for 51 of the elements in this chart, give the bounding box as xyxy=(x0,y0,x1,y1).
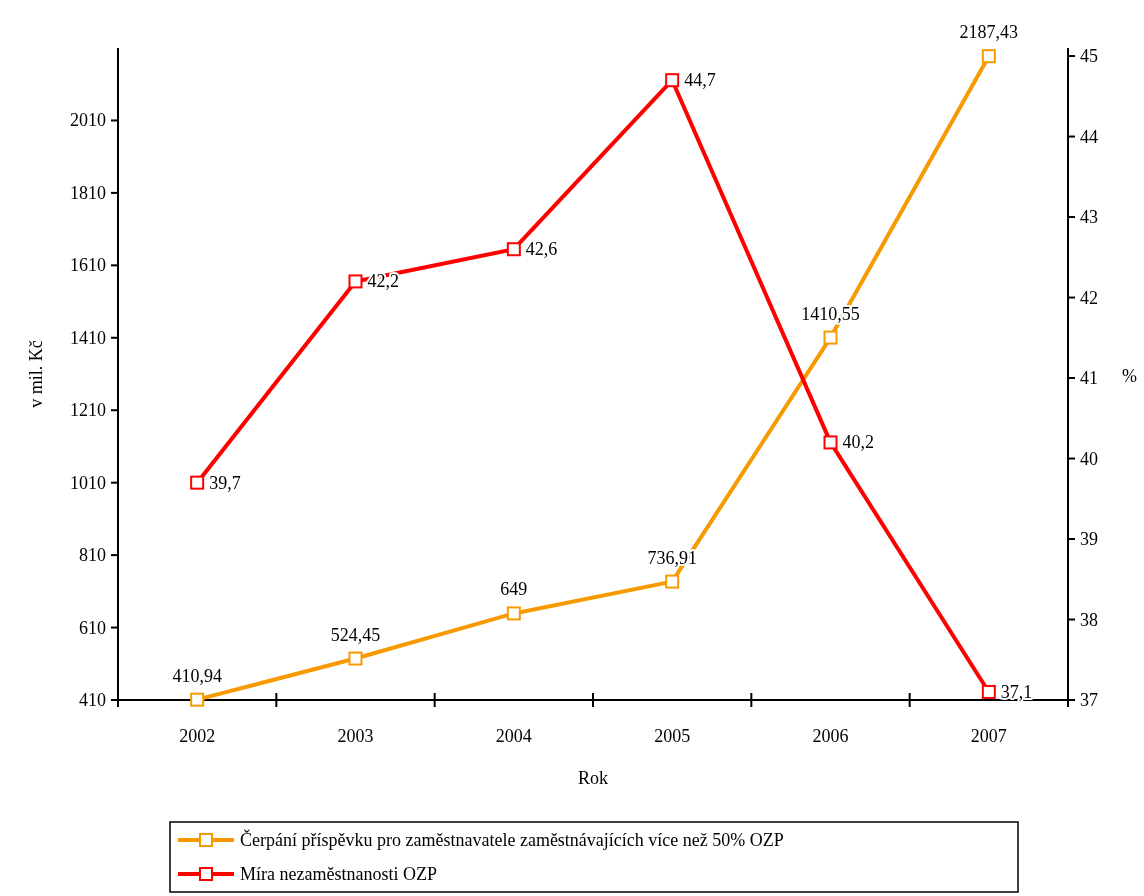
y-tick-label: 610 xyxy=(79,617,106,638)
y-tick-label: 1610 xyxy=(70,255,106,276)
x-tick-label: 2002 xyxy=(179,726,216,746)
y-axis-title: v mil. Kč xyxy=(26,340,46,408)
data-label: 524,45 xyxy=(330,624,381,645)
x-axis-title: Rok xyxy=(577,768,609,788)
y2-tick-label: 39 xyxy=(1080,529,1098,550)
x-tick-label: 2005 xyxy=(654,726,691,746)
y2-tick-label: 38 xyxy=(1080,609,1098,630)
y2-tick-label: 43 xyxy=(1080,207,1098,228)
y2-tick-label: 45 xyxy=(1080,46,1098,67)
y-tick-label: 410 xyxy=(79,690,106,710)
point xyxy=(823,330,838,345)
point xyxy=(506,242,521,257)
y-tick-label: 1010 xyxy=(70,472,106,493)
y2-tick-label: 41 xyxy=(1080,368,1098,389)
point xyxy=(506,606,521,621)
x-tick-label: 2006 xyxy=(812,726,849,746)
data-label: 649 xyxy=(500,579,528,600)
x-tick-label: 2007 xyxy=(970,726,1007,746)
legend-label: Míra nezaměstnanosti OZP xyxy=(240,864,437,884)
data-label: 44,7 xyxy=(684,70,716,91)
data-label: 410,94 xyxy=(172,665,222,686)
y2-tick-label: 44 xyxy=(1080,126,1098,147)
y-tick-label: 810 xyxy=(79,545,106,566)
point xyxy=(981,684,996,699)
y2-tick-label: 40 xyxy=(1080,448,1098,469)
y-tick-label: 1410 xyxy=(70,327,106,348)
y2-tick-label: 42 xyxy=(1080,287,1098,308)
y-tick-label: 1210 xyxy=(70,400,106,421)
point xyxy=(665,73,680,88)
y2-tick-label: 37 xyxy=(1080,690,1098,710)
x-tick-label: 2003 xyxy=(337,726,374,746)
data-label: 42,6 xyxy=(525,239,558,260)
data-label: 2187,43 xyxy=(959,22,1019,43)
data-label: 39,7 xyxy=(209,472,241,493)
point xyxy=(823,435,838,450)
data-label: 42,2 xyxy=(367,271,399,292)
data-label: 40,2 xyxy=(842,432,874,453)
y-tick-label: 2010 xyxy=(70,110,106,131)
point xyxy=(190,475,205,490)
point xyxy=(665,574,680,589)
point xyxy=(348,274,363,289)
y2-axis-title: % xyxy=(1122,366,1137,386)
point xyxy=(190,692,205,707)
data-label: 37,1 xyxy=(1000,681,1033,702)
point xyxy=(981,49,996,64)
point xyxy=(348,651,363,666)
x-tick-label: 2004 xyxy=(495,726,532,746)
legend-label: Čerpání příspěvku pro zaměstnavatele zaměstnávajících více než 50% OZP xyxy=(240,829,784,850)
y-tick-label: 1810 xyxy=(70,182,106,203)
